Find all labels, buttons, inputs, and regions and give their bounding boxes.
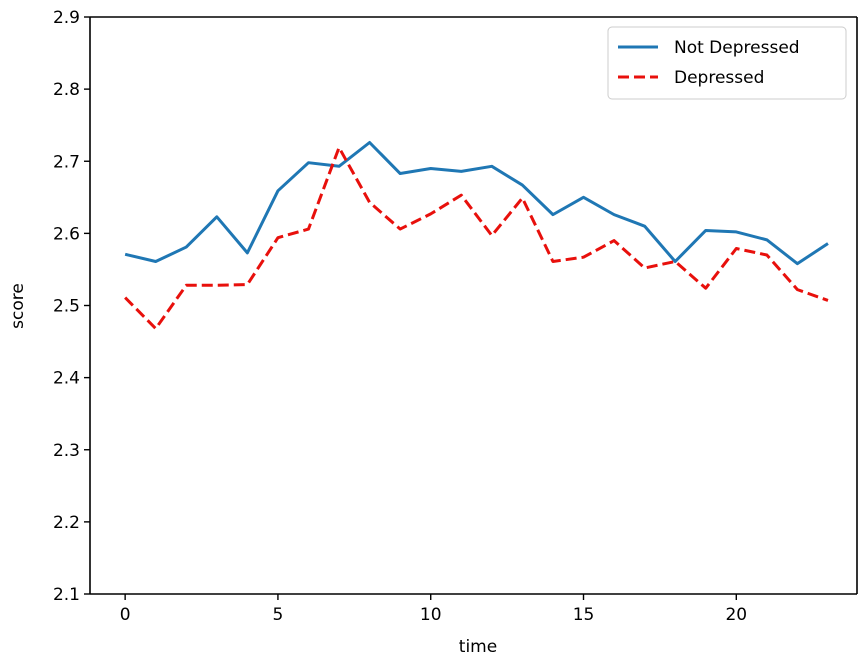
x-tick-label-0: 0 <box>120 605 131 625</box>
x-axis-label: time <box>459 637 497 657</box>
legend-box <box>607 26 847 100</box>
y-tick-label-6: 2.7 <box>53 152 80 172</box>
series-layer <box>124 141 829 331</box>
y-tick-label-5: 2.6 <box>53 224 80 244</box>
y-tick-label-4: 2.5 <box>53 297 80 317</box>
series-line-1 <box>124 146 829 331</box>
y-tick-label-8: 2.9 <box>53 8 80 28</box>
legend-label-0: Not Depressed <box>674 38 800 58</box>
legend: Not Depressed Depressed <box>607 26 847 100</box>
tick-layer: 0 5 10 15 20 2.1 2.2 2.3 2.4 2.5 2.6 2.7 2.8 2.9 <box>53 8 747 625</box>
y-tick-label-1: 2.2 <box>53 513 80 533</box>
y-tick-label-3: 2.4 <box>53 369 80 389</box>
series-line-0 <box>124 141 829 266</box>
x-tick-label-3: 15 <box>573 605 595 625</box>
axes-frame <box>89 16 858 595</box>
y-axis-label: score <box>8 283 28 329</box>
x-tick-label-4: 20 <box>725 605 747 625</box>
x-tick-label-1: 5 <box>273 605 284 625</box>
x-tick-label-2: 10 <box>420 605 442 625</box>
y-tick-label-7: 2.8 <box>53 80 80 100</box>
legend-label-1: Depressed <box>674 68 764 88</box>
y-tick-label-0: 2.1 <box>53 585 80 605</box>
y-tick-label-2: 2.3 <box>53 441 80 461</box>
